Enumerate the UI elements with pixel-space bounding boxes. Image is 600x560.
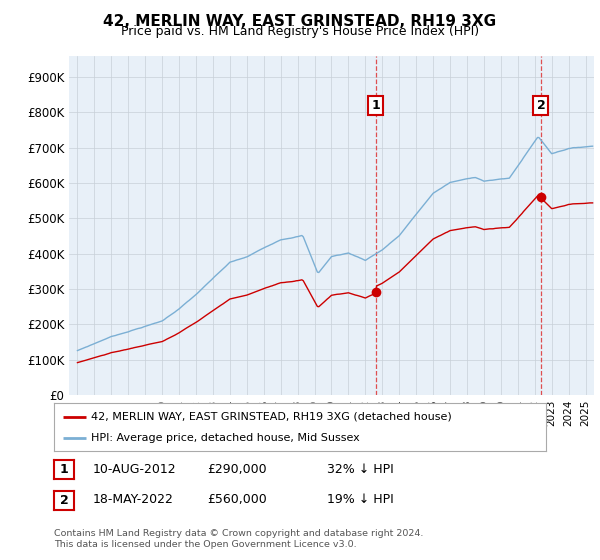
Text: 10-AUG-2012: 10-AUG-2012: [93, 463, 176, 476]
Text: 18-MAY-2022: 18-MAY-2022: [93, 493, 174, 506]
Text: 19% ↓ HPI: 19% ↓ HPI: [327, 493, 394, 506]
Text: £290,000: £290,000: [207, 463, 266, 476]
Text: 42, MERLIN WAY, EAST GRINSTEAD, RH19 3XG (detached house): 42, MERLIN WAY, EAST GRINSTEAD, RH19 3XG…: [91, 412, 452, 422]
Text: Contains HM Land Registry data © Crown copyright and database right 2024.
This d: Contains HM Land Registry data © Crown c…: [54, 529, 424, 549]
Text: 2: 2: [536, 99, 545, 112]
Text: Price paid vs. HM Land Registry's House Price Index (HPI): Price paid vs. HM Land Registry's House …: [121, 25, 479, 38]
Text: HPI: Average price, detached house, Mid Sussex: HPI: Average price, detached house, Mid …: [91, 433, 359, 444]
Text: 1: 1: [60, 463, 68, 477]
Text: 42, MERLIN WAY, EAST GRINSTEAD, RH19 3XG: 42, MERLIN WAY, EAST GRINSTEAD, RH19 3XG: [103, 14, 497, 29]
Text: £560,000: £560,000: [207, 493, 267, 506]
Text: 32% ↓ HPI: 32% ↓ HPI: [327, 463, 394, 476]
Text: 1: 1: [371, 99, 380, 112]
Text: 2: 2: [60, 493, 68, 507]
